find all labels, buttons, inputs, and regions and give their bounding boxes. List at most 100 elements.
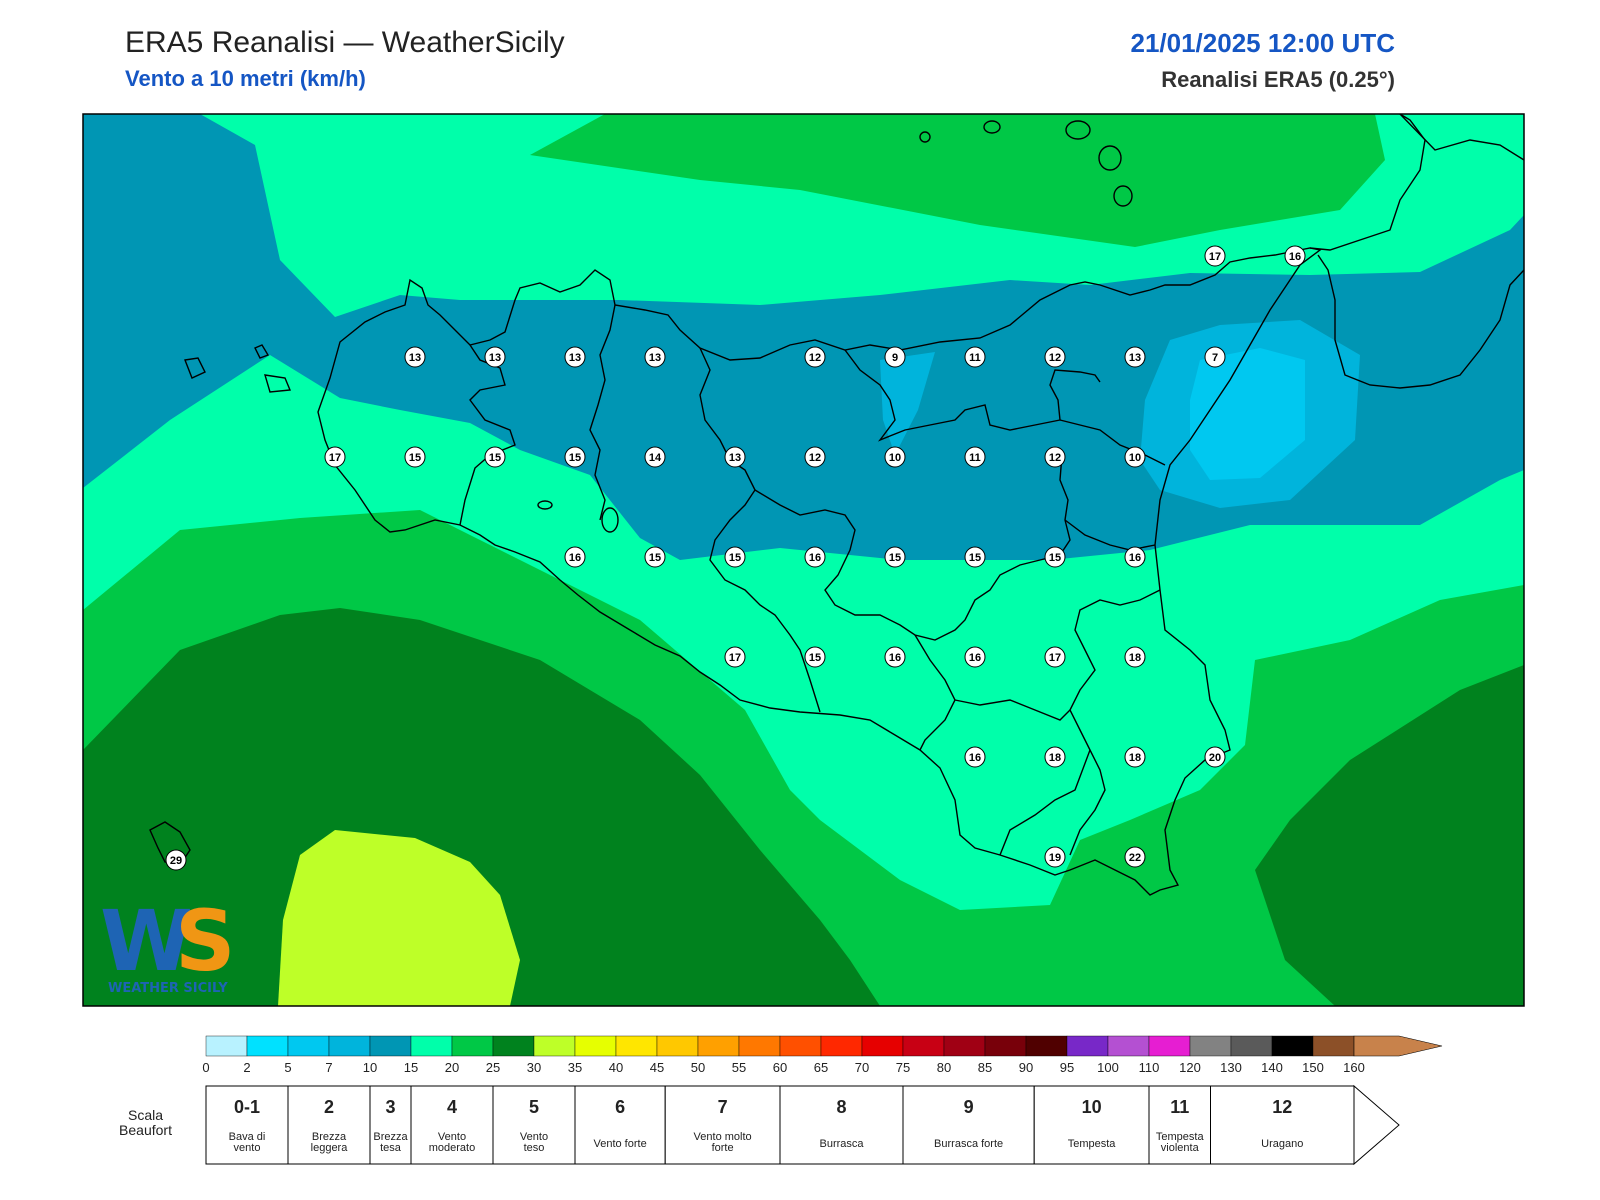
beaufort-force: 2 (324, 1097, 334, 1117)
beaufort-cell: 12 Uragano (1210, 1085, 1355, 1165)
station-marker: 15 (884, 546, 906, 568)
station-value: 17 (729, 652, 741, 664)
station-value: 20 (1209, 752, 1221, 764)
beaufort-force: 0-1 (234, 1097, 260, 1117)
map-title: ERA5 Reanalisi — WeatherSicily (125, 26, 565, 59)
colorbar-swatch (1025, 1035, 1068, 1057)
beaufort-scale: 0-1 Bava di vento 2 Brezza leggera 3 Brezza tesa… (205, 1084, 1400, 1166)
colorbar-swatch (656, 1035, 699, 1057)
station-marker: 13 (404, 346, 426, 368)
station-marker: 13 (484, 346, 506, 368)
station-circle (1044, 546, 1066, 568)
station-marker: 13 (564, 346, 586, 368)
station-circle (964, 746, 986, 768)
station-circle (884, 646, 906, 668)
station-value: 18 (1049, 752, 1061, 764)
station-value: 15 (409, 452, 421, 464)
station-value: 12 (809, 352, 821, 364)
beaufort-force: 9 (964, 1097, 974, 1117)
beaufort-cell-box (779, 1085, 904, 1165)
colorbar-tick-label: 25 (486, 1060, 500, 1075)
station-value: 22 (1129, 852, 1141, 864)
colorbar-swatch (451, 1035, 494, 1057)
beaufort-cell-box (1148, 1085, 1211, 1165)
station-markers: 13 13 13 13 12 9 11 12 13 7 17 15 15 15 14 13 12 10 11 12 10… (165, 245, 1306, 871)
colorbar-swatch (574, 1035, 617, 1057)
colorbar-tick-label: 7 (325, 1060, 332, 1075)
station-value: 15 (649, 552, 661, 564)
station-marker: 10 (1124, 446, 1146, 468)
ws-logo: W S WEATHER SICILY (100, 892, 236, 996)
station-value: 16 (889, 652, 901, 664)
title-block: ERA5 Reanalisi — WeatherSicily Vento a 1… (125, 26, 565, 92)
station-value: 12 (1049, 352, 1061, 364)
colorbar-swatch (205, 1035, 248, 1057)
station-circle (804, 546, 826, 568)
beaufort-cell-box (410, 1085, 494, 1165)
station-value: 13 (649, 352, 661, 364)
colorbar-tick-label: 90 (1019, 1060, 1033, 1075)
station-marker: 16 (804, 546, 826, 568)
station-marker: 14 (644, 446, 666, 468)
colorbar-swatch (1189, 1035, 1232, 1057)
colorbar-tick-label: 40 (609, 1060, 623, 1075)
colorbar-swatch (287, 1035, 330, 1057)
colorbar-swatch (820, 1035, 863, 1057)
station-marker: 16 (1284, 245, 1306, 267)
station-value: 12 (1049, 452, 1061, 464)
colorbar-swatch (738, 1035, 781, 1057)
beaufort-name: Bava di vento (229, 1131, 266, 1154)
colorbar-swatch (861, 1035, 904, 1057)
station-marker: 9 (884, 346, 906, 368)
beaufort-name: Brezza leggera (311, 1131, 349, 1154)
wind-field (83, 114, 1524, 1006)
station-marker: 17 (324, 446, 346, 468)
station-marker: 12 (1044, 346, 1066, 368)
station-marker: 20 (1204, 746, 1226, 768)
station-circle (804, 446, 826, 468)
station-circle (1044, 846, 1066, 868)
colorbar-swatch (779, 1035, 822, 1057)
info-block: 21/01/2025 12:00 UTC Reanalisi ERA5 (0.2… (1130, 28, 1395, 93)
station-circle (165, 849, 187, 871)
station-circle (964, 446, 986, 468)
colorbar-swatch (1271, 1035, 1314, 1057)
colorbar (205, 1035, 1443, 1057)
beaufort-cell: 0-1 Bava di vento (205, 1085, 289, 1165)
station-marker: 11 (964, 346, 986, 368)
station-value: 18 (1129, 652, 1141, 664)
station-marker: 16 (964, 746, 986, 768)
beaufort-cell-box (205, 1085, 289, 1165)
station-circle (1044, 646, 1066, 668)
beaufort-cell: 11 Tempesta violenta (1148, 1085, 1211, 1165)
colorbar-tick-label: 95 (1060, 1060, 1074, 1075)
station-circle (564, 346, 586, 368)
station-marker: 18 (1044, 746, 1066, 768)
beaufort-name: Vento molto forte (694, 1131, 752, 1154)
station-value: 16 (969, 752, 981, 764)
station-marker: 22 (1124, 846, 1146, 868)
beaufort-cell: 10 Tempesta (1033, 1085, 1150, 1165)
beaufort-cell: 7 Vento molto forte (664, 1085, 781, 1165)
colorbar-ticks: 0 2 5 7 10 15 20 25 30 35 40 45 50 55 60 65 70 75 80 85 90 95… (202, 1060, 1364, 1075)
station-circle (724, 546, 746, 568)
station-circle (404, 346, 426, 368)
colorbar-swatch (1066, 1035, 1109, 1057)
station-value: 17 (1049, 652, 1061, 664)
station-value: 15 (569, 452, 581, 464)
station-value: 14 (649, 452, 662, 464)
station-marker: 10 (884, 446, 906, 468)
station-value: 13 (409, 352, 421, 364)
colorbar-arrow (1353, 1035, 1443, 1057)
colorbar-swatch (369, 1035, 412, 1057)
beaufort-cell: 9 Burrasca forte (902, 1085, 1035, 1165)
station-value: 10 (1129, 452, 1141, 464)
station-value: 16 (1289, 251, 1301, 263)
station-circle (884, 446, 906, 468)
station-circle (644, 346, 666, 368)
colorbar-tick-label: 100 (1097, 1060, 1119, 1075)
station-circle (964, 546, 986, 568)
station-marker: 12 (804, 446, 826, 468)
station-marker: 13 (1124, 346, 1146, 368)
